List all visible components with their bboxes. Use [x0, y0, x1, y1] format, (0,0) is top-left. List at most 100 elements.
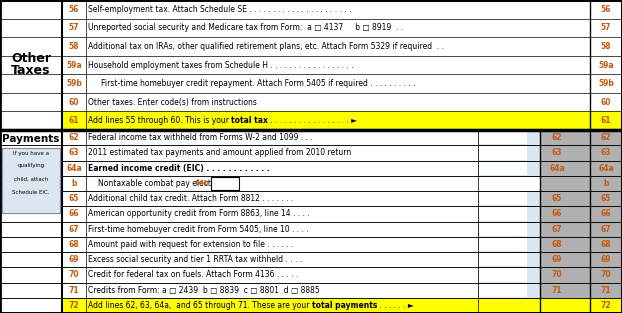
Text: 66: 66 [601, 209, 611, 218]
Text: 65: 65 [69, 194, 79, 203]
Bar [540, 267, 622, 283]
Text: American opportunity credit from Form 8863, line 14 . . . .: American opportunity credit from Form 88… [88, 209, 310, 218]
Text: 65: 65 [601, 194, 611, 203]
Bar [540, 237, 622, 252]
Text: 59a: 59a [66, 60, 82, 69]
Text: 57: 57 [69, 23, 79, 32]
Text: . . . . . . . . . . . . . . . . . ►: . . . . . . . . . . . . . . . . . ► [268, 116, 357, 125]
Text: 2011 estimated tax payments and amount applied from 2010 return: 2011 estimated tax payments and amount a… [88, 148, 351, 157]
Text: 67: 67 [601, 225, 611, 233]
Text: qualifying: qualifying [17, 163, 45, 168]
Bar [540, 176, 622, 191]
Text: 68: 68 [552, 240, 562, 249]
Bar [540, 130, 622, 145]
Bar [478, 161, 540, 176]
Bar [0, 0, 62, 130]
Text: 68: 68 [68, 240, 80, 249]
Text: 62: 62 [601, 133, 611, 142]
Text: Payments: Payments [2, 134, 60, 144]
Text: 70: 70 [68, 270, 80, 280]
Bar [478, 145, 540, 161]
Text: 71: 71 [552, 286, 562, 295]
Text: Federal income tax withheld from Forms W-2 and 1099 . . .: Federal income tax withheld from Forms W… [88, 133, 313, 142]
Text: 64a: 64a [598, 164, 614, 173]
Text: total tax: total tax [231, 116, 268, 125]
Text: Additional tax on IRAs, other qualified retirement plans, etc. Attach Form 5329 : Additional tax on IRAs, other qualified … [88, 42, 444, 51]
Bar [0, 37, 622, 56]
Text: 71: 71 [601, 286, 611, 295]
Text: Earned income credit (EIC) . . . . . . . . . . . .: Earned income credit (EIC) . . . . . . .… [88, 164, 270, 173]
Text: Add lines 62, 63, 64a,  and 65 through 71. These are your: Add lines 62, 63, 64a, and 65 through 71… [88, 301, 312, 310]
Text: 69: 69 [601, 255, 611, 264]
Text: Additional child tax credit. Attach Form 8812 . . . . . . .: Additional child tax credit. Attach Form… [88, 194, 293, 203]
Text: total payments: total payments [312, 301, 378, 310]
Text: 63: 63 [552, 148, 562, 157]
Text: Excess social security and tier 1 RRTA tax withheld . . . .: Excess social security and tier 1 RRTA t… [88, 255, 302, 264]
Text: 59b: 59b [598, 79, 614, 88]
Text: 62: 62 [69, 133, 79, 142]
Text: 70: 70 [601, 270, 611, 280]
Text: 72: 72 [601, 301, 611, 310]
Bar [478, 267, 540, 283]
Text: 68: 68 [601, 240, 611, 249]
Text: Taxes: Taxes [11, 64, 51, 78]
Bar [478, 237, 540, 252]
Bar [0, 237, 540, 252]
Bar [0, 130, 540, 145]
Text: 71: 71 [68, 286, 80, 295]
Bar [590, 93, 622, 111]
Bar [0, 130, 62, 313]
Bar [479, 162, 527, 175]
Text: Credit for federal tax on fuels. Attach Form 4136 . . . . .: Credit for federal tax on fuels. Attach … [88, 270, 299, 280]
Bar [0, 191, 540, 206]
Text: 57: 57 [601, 23, 611, 32]
Text: 63: 63 [69, 148, 79, 157]
Text: Other taxes. Enter code(s) from instructions: Other taxes. Enter code(s) from instruct… [88, 98, 257, 107]
Text: 64a: 64a [66, 164, 82, 173]
Text: Unreported social security and Medicare tax from Form:  a □ 4137     b □ 8919  .: Unreported social security and Medicare … [88, 23, 403, 32]
Bar [478, 130, 540, 145]
Bar [590, 298, 622, 313]
Bar [0, 222, 540, 237]
Bar [0, 111, 622, 130]
Text: 58: 58 [69, 42, 79, 51]
Text: 72: 72 [68, 301, 80, 310]
Text: Credits from Form: a □ 2439  b □ 8839  c □ 8801  d □ 8885: Credits from Form: a □ 2439 b □ 8839 c □… [88, 286, 320, 295]
Text: 59b: 59b [66, 79, 82, 88]
Text: 60: 60 [601, 98, 611, 107]
Bar [479, 146, 527, 160]
Text: b: b [72, 179, 77, 188]
Bar [0, 93, 622, 111]
Bar [540, 252, 622, 267]
Bar [590, 37, 622, 56]
Text: 67: 67 [552, 225, 562, 233]
Bar [479, 253, 527, 266]
Bar [0, 74, 622, 93]
Bar [479, 131, 527, 144]
Bar [590, 56, 622, 74]
Text: Household employment taxes from Schedule H . . . . . . . . . . . . . . . . . .: Household employment taxes from Schedule… [88, 60, 353, 69]
Bar [0, 0, 622, 18]
Bar [2, 148, 60, 213]
Text: Nontaxable combat pay election: Nontaxable combat pay election [98, 179, 223, 188]
Bar [590, 18, 622, 37]
Text: 69: 69 [69, 255, 79, 264]
Bar [540, 145, 622, 161]
Bar [0, 161, 540, 176]
Bar [540, 206, 622, 222]
Text: First-time homebuyer credit repayment. Attach Form 5405 if required . . . . . . : First-time homebuyer credit repayment. A… [101, 79, 415, 88]
Bar [0, 56, 622, 74]
Bar [0, 176, 540, 191]
Bar [211, 177, 239, 190]
Text: b: b [603, 179, 609, 188]
Text: Amount paid with request for extension to file . . . . . .: Amount paid with request for extension t… [88, 240, 294, 249]
Bar [478, 283, 540, 298]
Text: Add lines 55 through 60. This is your: Add lines 55 through 60. This is your [88, 116, 231, 125]
Text: Schedule EIC.: Schedule EIC. [12, 189, 50, 194]
Text: First-time homebuyer credit from Form 5405, line 10 . . . .: First-time homebuyer credit from Form 54… [88, 225, 309, 233]
Text: If you have a: If you have a [13, 151, 49, 156]
Text: 61: 61 [69, 116, 79, 125]
Text: 62: 62 [552, 133, 562, 142]
Text: Other: Other [11, 53, 51, 65]
Text: child, attach: child, attach [14, 177, 48, 182]
